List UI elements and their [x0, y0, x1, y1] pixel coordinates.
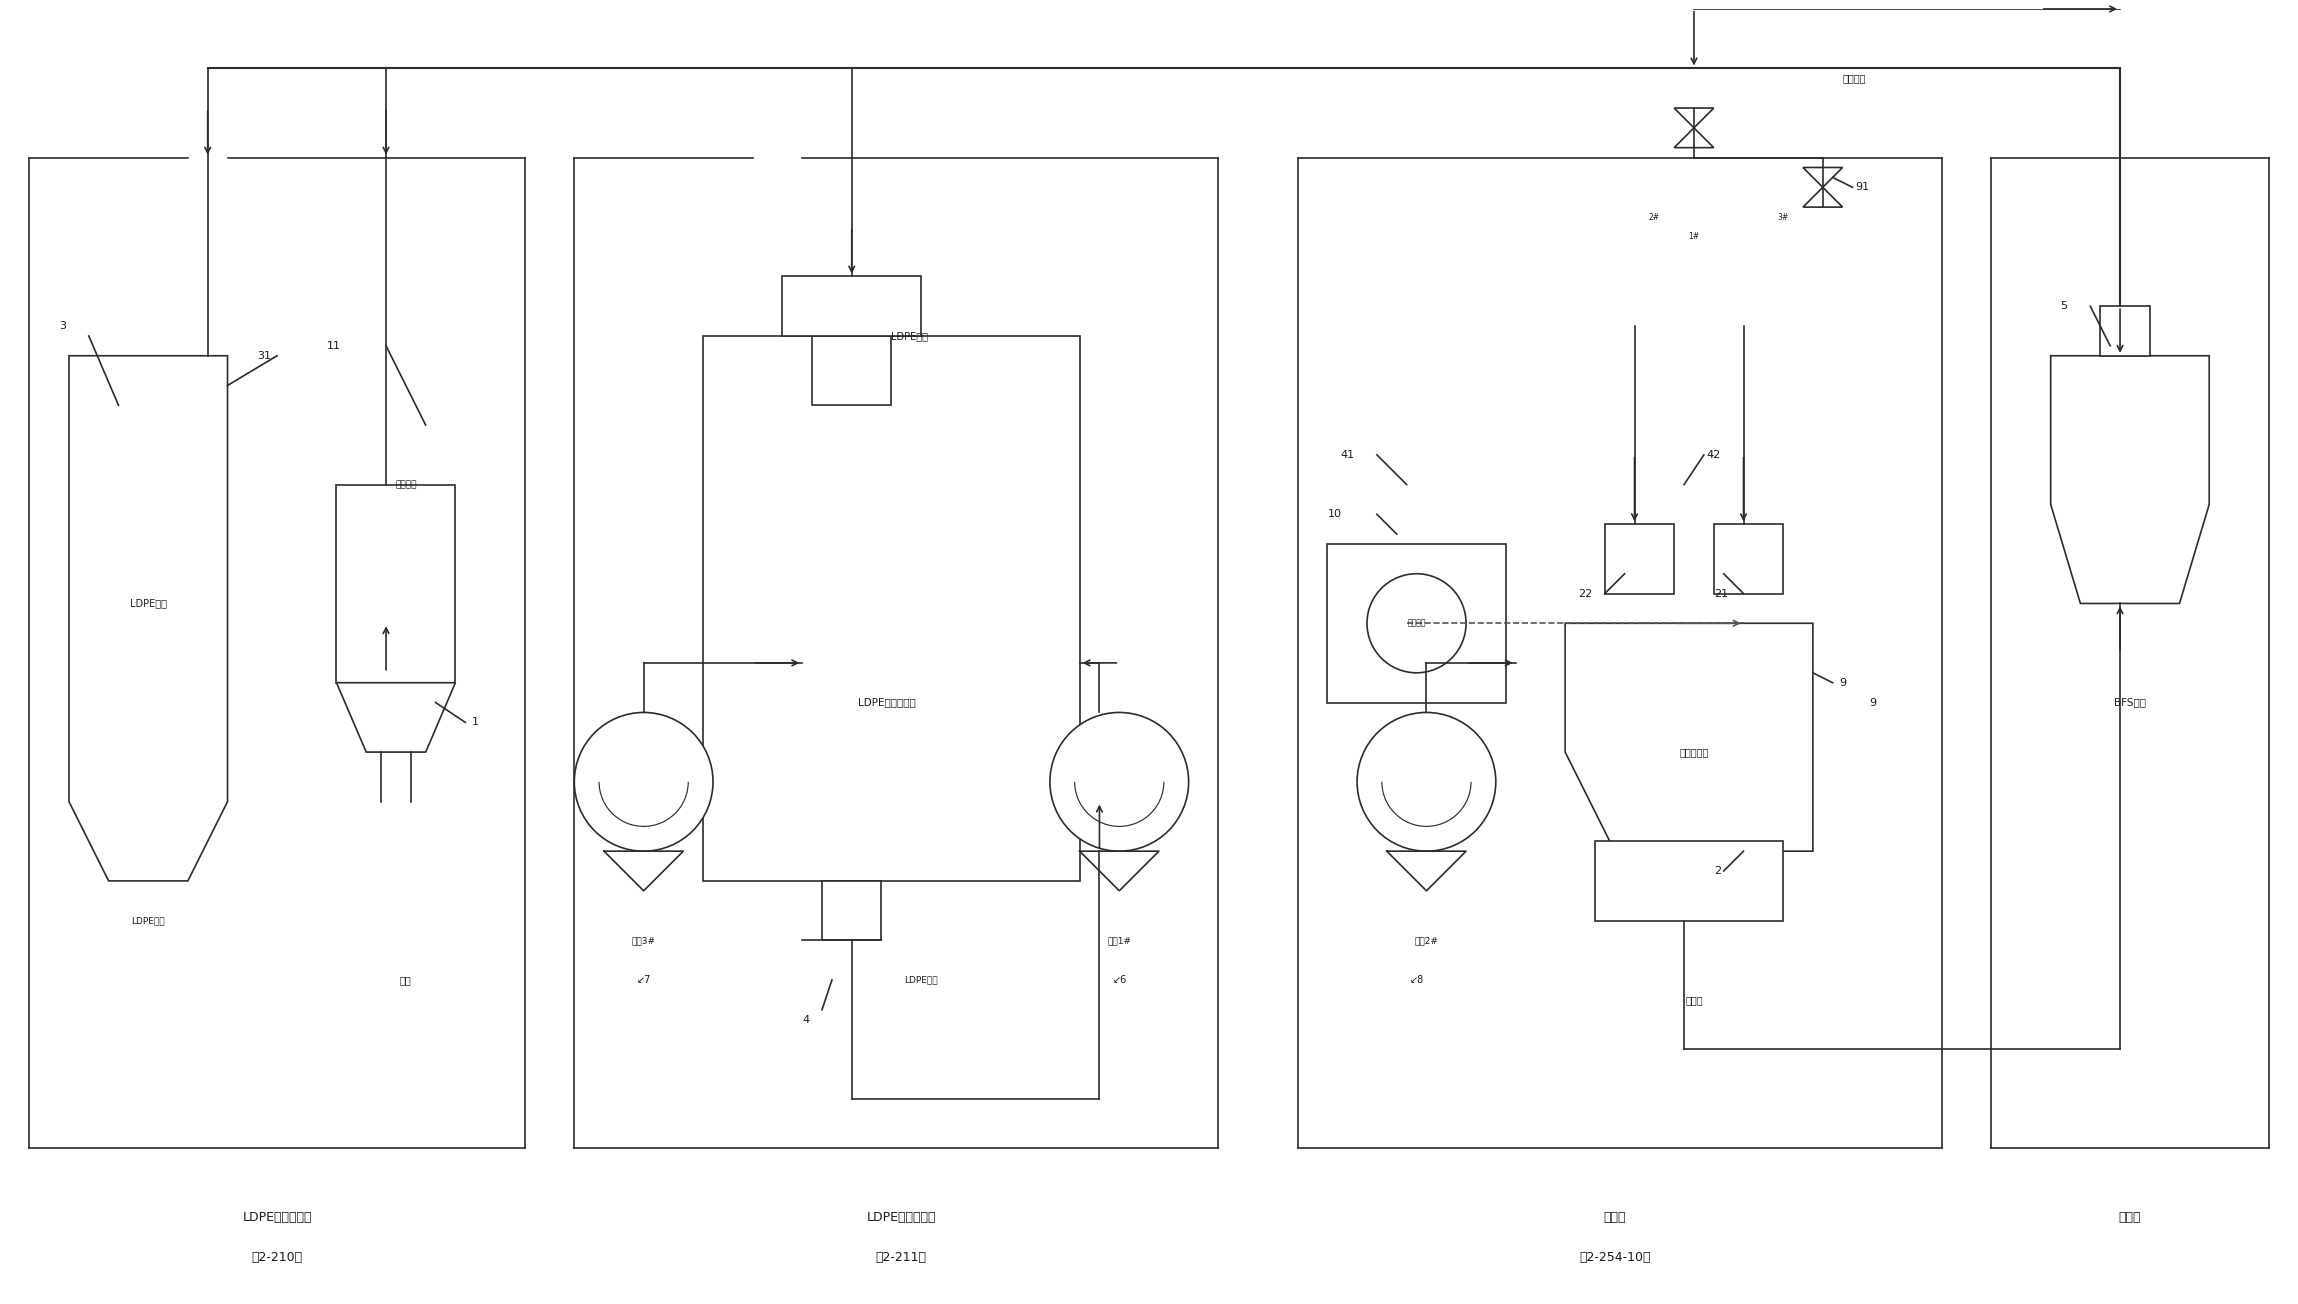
Text: 9: 9	[1838, 678, 1845, 687]
Text: 控制面板: 控制面板	[1406, 619, 1425, 627]
Text: LDPE颗粒: LDPE颗粒	[905, 975, 938, 985]
Text: 真空2#: 真空2#	[1416, 936, 1439, 945]
Text: 压缩空气: 压缩空气	[1843, 73, 1866, 83]
Polygon shape	[2050, 356, 2208, 604]
Text: 真空3#: 真空3#	[632, 936, 655, 945]
FancyBboxPatch shape	[1328, 544, 1505, 703]
Text: 色母混合器: 色母混合器	[1680, 747, 1710, 758]
Text: 1: 1	[471, 717, 478, 728]
Text: LDPE颗粒供应室: LDPE颗粒供应室	[866, 1211, 935, 1224]
FancyBboxPatch shape	[1595, 841, 1783, 921]
Text: （2-210）: （2-210）	[250, 1251, 303, 1264]
Text: 色母储槽: 色母储槽	[395, 480, 416, 489]
Text: 色母: 色母	[400, 975, 411, 985]
FancyBboxPatch shape	[703, 336, 1080, 882]
FancyBboxPatch shape	[823, 882, 882, 940]
Text: BFS设备: BFS设备	[2114, 698, 2146, 708]
Text: ↙8: ↙8	[1409, 975, 1425, 985]
FancyBboxPatch shape	[1604, 524, 1675, 593]
Text: 91: 91	[1854, 183, 1871, 192]
Text: 混合料: 混合料	[1684, 995, 1703, 1005]
Text: ↙7: ↙7	[637, 975, 650, 985]
FancyBboxPatch shape	[2100, 306, 2149, 356]
Text: LDPE颗粒: LDPE颗粒	[131, 915, 165, 925]
Circle shape	[1367, 574, 1466, 673]
Circle shape	[1050, 712, 1188, 852]
Polygon shape	[1565, 623, 1813, 852]
Text: 42: 42	[1707, 450, 1721, 460]
Text: （2-254-10）: （2-254-10）	[1579, 1251, 1650, 1264]
Text: 3#: 3#	[1779, 213, 1788, 222]
Polygon shape	[1804, 167, 1843, 188]
Text: 21: 21	[1714, 588, 1728, 599]
Text: 3: 3	[60, 321, 67, 331]
Text: LDPE颗粒: LDPE颗粒	[892, 331, 928, 340]
Text: 41: 41	[1340, 450, 1354, 460]
Text: 22: 22	[1579, 588, 1593, 599]
Text: 31: 31	[257, 351, 271, 361]
Text: LDPE储槽: LDPE储槽	[129, 599, 168, 609]
Polygon shape	[1804, 188, 1843, 207]
Text: 混料室: 混料室	[1604, 1211, 1627, 1224]
Text: 2#: 2#	[1648, 213, 1659, 222]
Text: ↙6: ↙6	[1112, 975, 1126, 985]
Text: 2: 2	[1714, 866, 1721, 876]
Text: 1#: 1#	[1689, 232, 1701, 241]
Text: 5: 5	[2061, 301, 2068, 312]
Polygon shape	[336, 683, 455, 752]
FancyBboxPatch shape	[336, 485, 455, 683]
Polygon shape	[1675, 128, 1714, 147]
Polygon shape	[1675, 108, 1714, 128]
FancyBboxPatch shape	[1714, 524, 1783, 593]
Text: 真空1#: 真空1#	[1108, 936, 1131, 945]
Text: LDPE颗粒存放室: LDPE颗粒存放室	[241, 1211, 313, 1224]
Circle shape	[1358, 712, 1496, 852]
Circle shape	[574, 712, 712, 852]
Text: 9: 9	[1868, 698, 1875, 708]
Text: 4: 4	[802, 1015, 809, 1025]
Text: （2-211）: （2-211）	[876, 1251, 926, 1264]
Text: 10: 10	[1328, 510, 1342, 519]
Polygon shape	[69, 356, 228, 882]
FancyBboxPatch shape	[781, 276, 921, 336]
Text: 灌封室: 灌封室	[2119, 1211, 2142, 1224]
FancyBboxPatch shape	[811, 336, 892, 406]
Text: 11: 11	[326, 340, 340, 351]
Text: LDPE烘干除尘器: LDPE烘干除尘器	[857, 698, 915, 708]
